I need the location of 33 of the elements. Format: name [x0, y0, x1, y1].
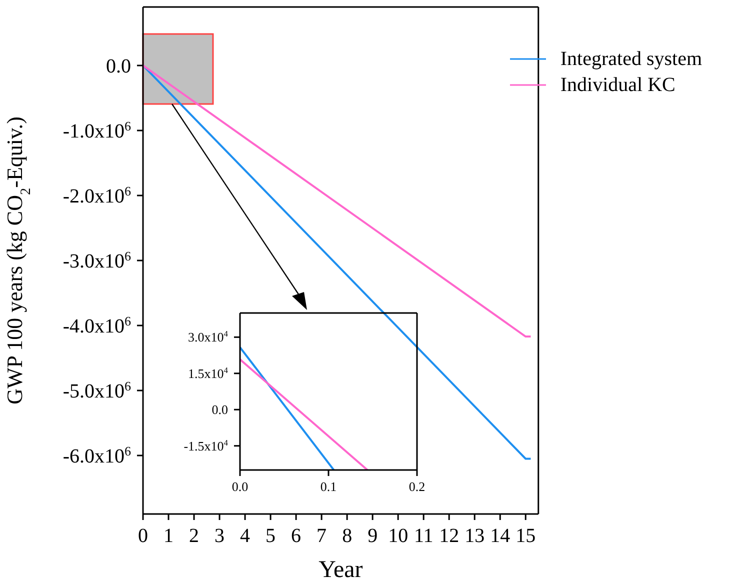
y-tick-label: -5.0x10$^{6}$ — [62, 378, 132, 402]
y-tick-label: -1.5x10$^{4}$ — [184, 437, 229, 454]
y-tick-label: -1.0x10$^{6}$ — [62, 118, 132, 142]
y-tick-label: 3.0x10$^{4}$ — [188, 328, 229, 345]
y-tick-label: 0.0 — [212, 402, 228, 418]
x-tick-label: 8 — [342, 525, 352, 547]
x-tick-label: 0.1 — [320, 479, 337, 494]
x-tick-label: 14 — [490, 525, 510, 547]
x-tick-label: 10 — [388, 525, 408, 547]
x-tick-label: 5 — [266, 525, 276, 547]
x-axis-title: Year — [318, 557, 363, 583]
legend-label: Individual KC — [560, 73, 676, 98]
x-tick-label: 7 — [316, 525, 327, 547]
x-tick-label: 0 — [138, 525, 148, 547]
x-tick-label: 2 — [189, 525, 200, 547]
y-tick-label: -6.0x10$^{6}$ — [62, 443, 132, 468]
x-tick-label: 4 — [240, 525, 250, 547]
y-tick-label: -2.0x10$^{6}$ — [62, 183, 132, 208]
x-tick-label: 9 — [368, 525, 378, 547]
legend-label: Integrated system — [560, 47, 702, 72]
y-tick-label: 1.5x10$^{4}$ — [188, 364, 229, 381]
y-tick-label: -4.0x10$^{6}$ — [62, 313, 132, 338]
x-tick-label: 12 — [439, 525, 460, 547]
x-tick-label: 0.0 — [232, 479, 248, 494]
x-tick-label: 0.2 — [408, 479, 426, 494]
x-tick-label: 3 — [214, 525, 225, 547]
y-tick-label: -3.0x10$^{6}$ — [62, 248, 132, 272]
x-tick-label: 15 — [516, 525, 536, 547]
x-tick-label: 1 — [164, 525, 174, 547]
x-tick-label: 11 — [414, 525, 434, 547]
x-tick-label: 6 — [291, 525, 302, 547]
y-tick-label: 0.0 — [106, 56, 131, 78]
x-tick-label: 13 — [464, 525, 485, 547]
